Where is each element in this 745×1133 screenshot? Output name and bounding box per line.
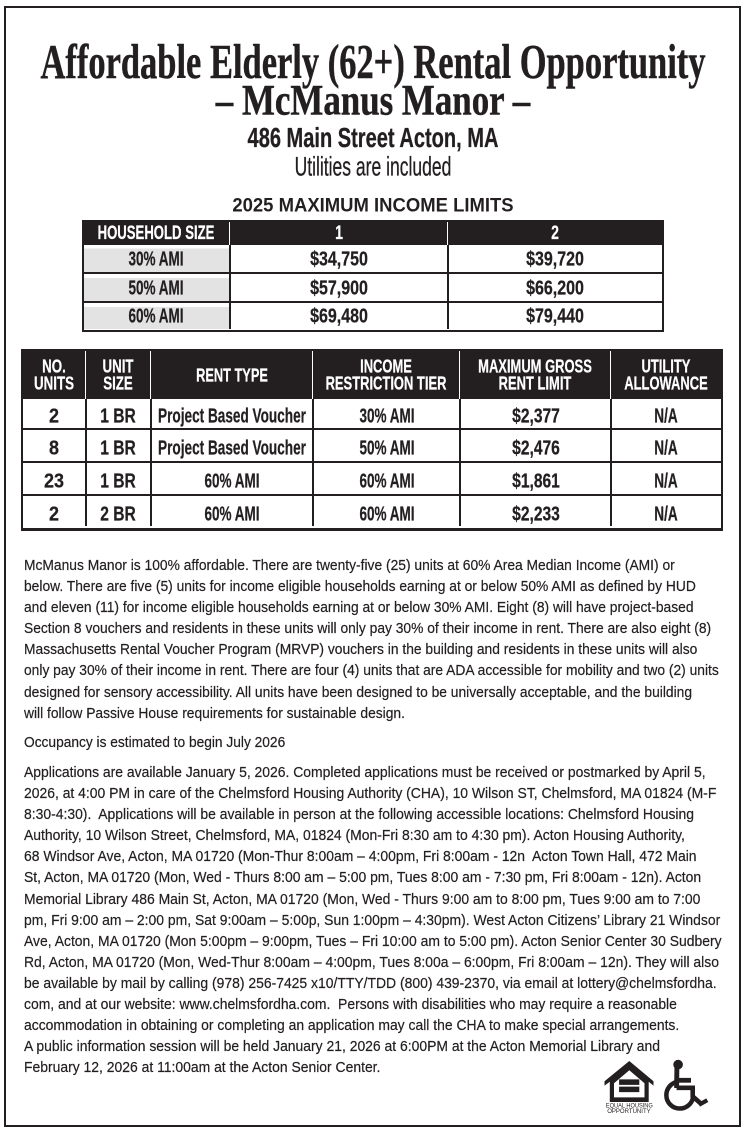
svg-text:EQUAL HOUSING: EQUAL HOUSING [606, 1102, 653, 1109]
svg-text:OPPORTUNITY: OPPORTUNITY [607, 1108, 651, 1115]
